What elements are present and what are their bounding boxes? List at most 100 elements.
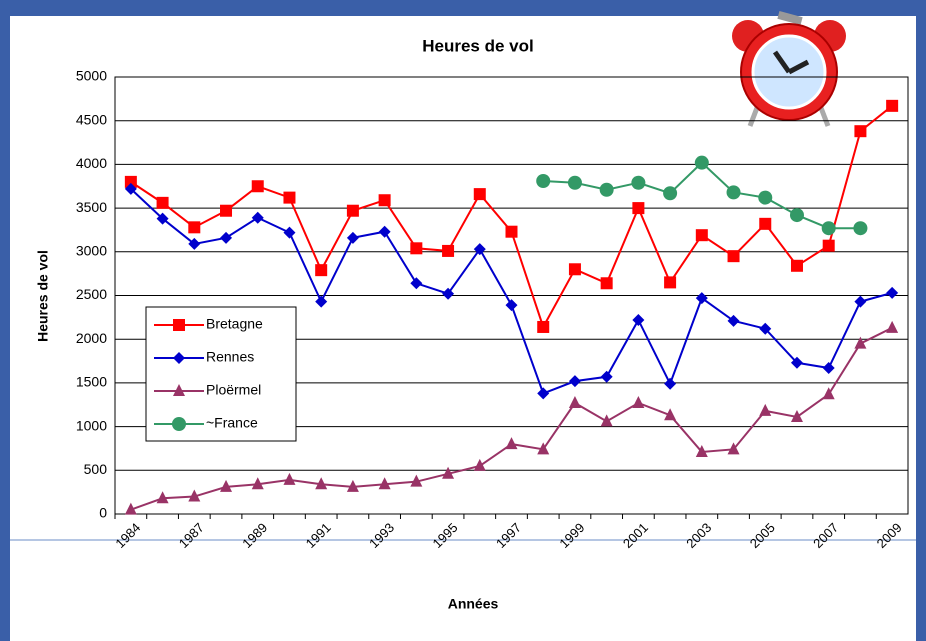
marker	[695, 292, 708, 305]
marker	[442, 244, 455, 257]
y-tick-label: 3000	[76, 243, 107, 259]
marker	[537, 387, 550, 400]
marker	[695, 444, 708, 457]
marker	[600, 277, 613, 290]
marker	[220, 479, 233, 492]
marker	[251, 180, 264, 193]
marker	[759, 403, 772, 416]
marker	[378, 225, 391, 238]
marker	[695, 229, 708, 242]
marker	[664, 408, 677, 421]
marker	[599, 182, 614, 197]
marker	[726, 185, 741, 200]
marker	[568, 263, 581, 276]
legend-label: Rennes	[206, 349, 254, 365]
marker	[410, 277, 423, 290]
marker	[822, 387, 835, 400]
y-tick-label: 1500	[76, 374, 107, 390]
marker	[790, 409, 803, 422]
plot-border	[114, 76, 909, 515]
marker	[156, 491, 169, 504]
marker	[854, 336, 867, 349]
marker	[283, 226, 296, 239]
y-tick-label: 2000	[76, 330, 107, 346]
marker	[156, 196, 169, 209]
legend-label: Ploërmel	[206, 382, 261, 398]
marker	[886, 320, 899, 333]
marker	[283, 472, 296, 485]
marker	[664, 377, 677, 390]
legend-label: ~France	[206, 415, 258, 431]
marker	[854, 295, 867, 308]
marker	[315, 295, 328, 308]
legend-box	[145, 306, 297, 442]
marker	[886, 286, 899, 299]
marker	[124, 182, 137, 195]
marker	[727, 442, 740, 455]
marker	[853, 221, 868, 236]
marker	[505, 437, 518, 450]
marker	[378, 477, 391, 490]
marker	[694, 155, 709, 170]
marker	[632, 202, 645, 215]
marker	[315, 264, 328, 277]
y-tick-label: 2500	[76, 286, 107, 302]
marker	[759, 322, 772, 335]
marker	[188, 489, 201, 502]
marker	[854, 125, 867, 138]
marker	[536, 174, 551, 189]
marker	[727, 250, 740, 263]
y-tick-label: 1000	[76, 417, 107, 433]
marker	[790, 356, 803, 369]
marker	[632, 313, 645, 326]
alarm-clock-icon	[732, 11, 846, 127]
marker	[568, 396, 581, 409]
marker	[505, 225, 518, 238]
marker	[567, 175, 582, 190]
marker	[442, 466, 455, 479]
marker	[220, 231, 233, 244]
marker	[172, 417, 186, 431]
y-tick-label: 3500	[76, 199, 107, 215]
x-axis-label: Années	[448, 596, 499, 612]
marker	[473, 458, 486, 471]
marker	[173, 384, 185, 396]
marker	[727, 314, 740, 327]
marker	[822, 362, 835, 375]
marker	[663, 186, 678, 201]
marker	[251, 211, 264, 224]
marker	[505, 299, 518, 312]
marker	[188, 237, 201, 250]
marker	[537, 442, 550, 455]
marker	[188, 221, 201, 234]
marker	[173, 352, 185, 364]
marker	[283, 191, 296, 204]
chart-title: Heures de vol	[422, 36, 534, 55]
marker	[251, 477, 264, 490]
marker	[378, 194, 391, 207]
y-tick-label: 0	[99, 505, 107, 521]
y-tick-label: 500	[84, 461, 108, 477]
marker	[220, 204, 233, 217]
marker	[537, 320, 550, 333]
marker	[600, 370, 613, 383]
marker	[473, 243, 486, 256]
marker	[442, 287, 455, 300]
marker	[821, 221, 836, 236]
marker	[410, 474, 423, 487]
marker	[410, 242, 423, 255]
marker	[346, 479, 359, 492]
marker	[789, 208, 804, 223]
marker	[632, 396, 645, 409]
legend-label: Bretagne	[206, 316, 263, 332]
marker	[790, 259, 803, 272]
marker	[346, 204, 359, 217]
marker	[156, 212, 169, 225]
marker	[759, 217, 772, 230]
marker	[473, 188, 486, 201]
marker	[886, 99, 899, 112]
marker	[346, 231, 359, 244]
marker	[664, 276, 677, 289]
marker	[173, 319, 185, 331]
marker	[315, 477, 328, 490]
